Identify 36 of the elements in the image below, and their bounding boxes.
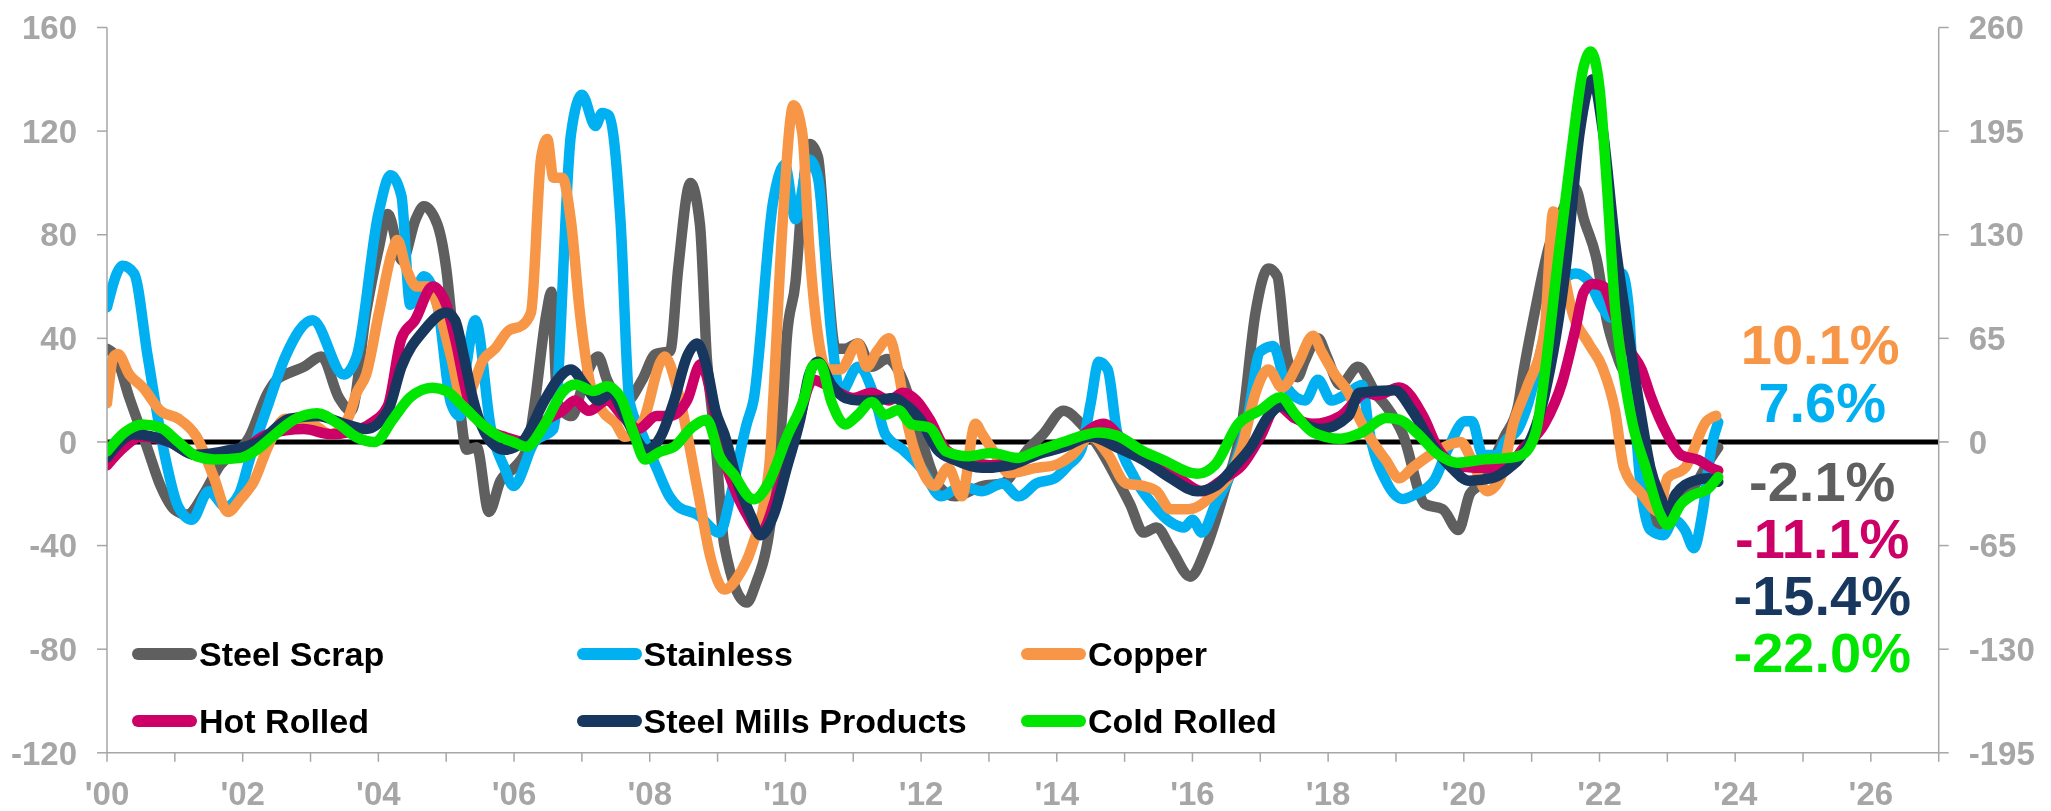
legend-label: Hot Rolled xyxy=(199,701,369,741)
x-tick-label: '12 xyxy=(898,775,944,811)
x-tick-label: '22 xyxy=(1577,775,1622,811)
y2-tick-label: 65 xyxy=(1968,320,2006,358)
y2-tick-label: 195 xyxy=(1968,112,2024,150)
x-tick-label: '20 xyxy=(1441,775,1487,811)
y2-tick-label: 130 xyxy=(1968,216,2024,254)
x-tick-label: '04 xyxy=(356,775,402,811)
legend-label: Steel Scrap xyxy=(199,634,385,674)
x-tick-label: '16 xyxy=(1170,775,1215,811)
y2-tick-label: -130 xyxy=(1968,630,2035,668)
x-tick-label: '00 xyxy=(84,775,130,811)
y-tick-label: 0 xyxy=(58,423,77,461)
y-tick-label: 80 xyxy=(40,216,77,254)
x-tick-label: '18 xyxy=(1305,775,1351,811)
y2-tick-label: 260 xyxy=(1968,9,2024,47)
x-tick-label: '26 xyxy=(1848,775,1894,811)
legend-label: Stainless xyxy=(643,634,793,674)
y-tick-label: 120 xyxy=(21,112,77,150)
x-tick-label: '08 xyxy=(627,775,673,811)
y-tick-label: 160 xyxy=(21,9,77,47)
x-tick-label: '10 xyxy=(763,775,808,811)
x-tick-label: '24 xyxy=(1712,775,1759,811)
y-tick-label: -40 xyxy=(29,527,77,565)
x-tick-label: '02 xyxy=(220,775,265,811)
y2-tick-label: -195 xyxy=(1968,734,2035,772)
legend-label: Copper xyxy=(1088,634,1207,674)
y-tick-label: -80 xyxy=(29,630,77,668)
x-tick-label: '06 xyxy=(491,775,537,811)
y-tick-label: -120 xyxy=(10,734,77,772)
legend-label: Steel Mills Products xyxy=(643,701,967,741)
y2-tick-label: -65 xyxy=(1968,527,2017,565)
y-tick-label: 40 xyxy=(40,320,77,358)
legend-label: Cold Rolled xyxy=(1088,701,1277,741)
x-tick-label: '14 xyxy=(1034,775,1080,811)
y2-tick-label: 0 xyxy=(1968,423,1988,461)
